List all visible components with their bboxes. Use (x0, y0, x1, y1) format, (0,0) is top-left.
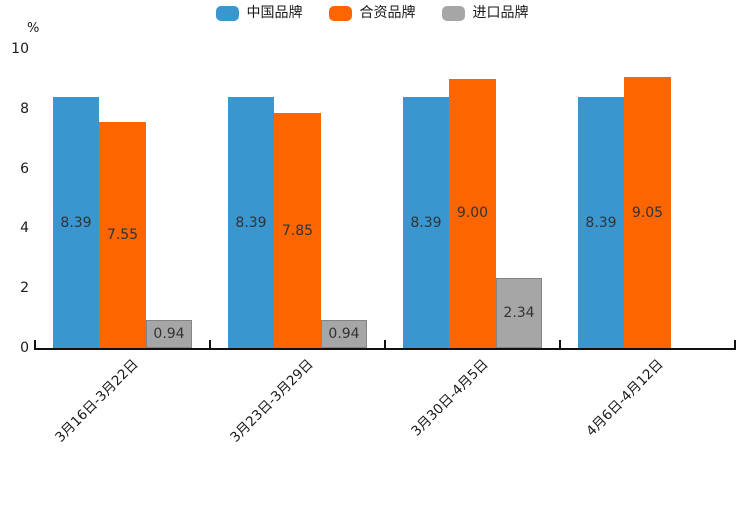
legend-swatch-icon (215, 5, 239, 21)
bar (320, 319, 368, 348)
legend-item: 中国品牌 (215, 5, 303, 21)
bar-value-label: 0.94 (328, 325, 360, 342)
y-tick-label: 6 (20, 160, 29, 177)
legend-label: 合资品牌 (359, 5, 416, 21)
bar (52, 97, 100, 348)
legend-swatch-icon (328, 5, 352, 21)
bar-value-label: 9.00 (456, 205, 489, 222)
bar (449, 78, 496, 348)
bar (227, 97, 275, 348)
bar (99, 122, 146, 348)
y-axis-unit-label: % (27, 21, 40, 36)
bar (402, 97, 450, 348)
bar (624, 77, 671, 348)
bar-value-label: 2.34 (503, 305, 535, 322)
y-tick-label: 4 (20, 220, 29, 237)
bar-value-label: 8.39 (585, 214, 617, 231)
x-tick (384, 340, 386, 350)
bar (274, 113, 321, 348)
y-tick-label: 10 (11, 41, 29, 57)
x-tick-label: 3月16日-3月22日 (51, 356, 142, 446)
x-tick (34, 340, 36, 350)
bar-value-label: 0.94 (153, 325, 185, 342)
bar-value-label: 8.39 (60, 214, 92, 231)
legend-swatch-icon (441, 5, 465, 21)
bar-value-label: 8.39 (235, 214, 267, 231)
legend: 中国品牌 合资品牌 进口品牌 (0, 5, 744, 21)
y-tick-label: 0 (20, 340, 29, 356)
bar-value-label: 9.05 (631, 204, 664, 221)
legend-label: 中国品牌 (246, 5, 303, 21)
x-tick (209, 340, 211, 350)
x-tick (734, 340, 736, 350)
bar-value-label: 8.39 (410, 214, 442, 231)
legend-label: 进口品牌 (472, 5, 529, 21)
legend-item: 合资品牌 (328, 5, 416, 21)
bar (577, 97, 625, 348)
bar-chart: 中国品牌 合资品牌 进口品牌 % 0 2 4 6 8 10 8.39 8.39 8.39 8.39 7.… (0, 5, 744, 446)
bar (145, 319, 193, 348)
bar (495, 278, 543, 348)
y-tick-label: 8 (20, 100, 29, 117)
legend-item: 进口品牌 (441, 5, 529, 21)
bar-value-label: 7.85 (281, 222, 314, 239)
x-tick (559, 340, 561, 350)
bar-value-label: 7.55 (106, 227, 139, 244)
x-tick-label: 3月30日-4月5日 (407, 356, 492, 440)
x-tick-label: 3月23日-3月29日 (226, 356, 317, 446)
y-tick-label: 2 (20, 280, 29, 297)
x-tick-label: 4月6日-4月12日 (582, 356, 667, 440)
